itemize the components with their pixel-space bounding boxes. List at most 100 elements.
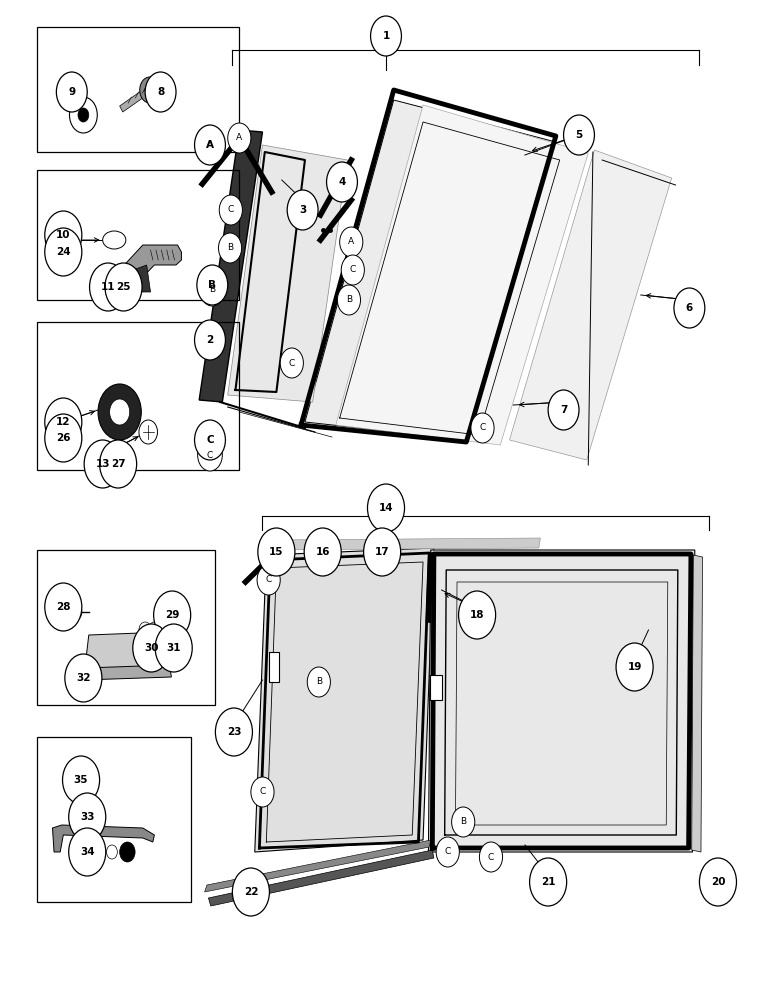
Circle shape: [616, 643, 653, 691]
Bar: [37, 27, 239, 152]
Circle shape: [90, 263, 127, 311]
Text: B: B: [346, 296, 352, 304]
Circle shape: [218, 233, 242, 263]
Text: B: B: [208, 280, 216, 290]
Circle shape: [251, 777, 274, 807]
Circle shape: [280, 348, 303, 378]
Circle shape: [258, 528, 295, 576]
Circle shape: [45, 414, 82, 462]
Circle shape: [337, 285, 361, 315]
Text: A: A: [236, 133, 242, 142]
Text: 15: 15: [269, 547, 283, 557]
Circle shape: [228, 123, 251, 153]
Circle shape: [699, 858, 736, 906]
Circle shape: [45, 398, 82, 446]
Text: 18: 18: [470, 610, 484, 620]
Circle shape: [195, 320, 225, 360]
Circle shape: [100, 440, 137, 488]
Ellipse shape: [103, 231, 126, 249]
Circle shape: [45, 583, 82, 631]
Polygon shape: [52, 825, 154, 852]
Circle shape: [479, 842, 503, 872]
Text: 26: 26: [56, 433, 70, 443]
Text: B: B: [460, 818, 466, 826]
Text: C: C: [266, 576, 272, 584]
Circle shape: [364, 528, 401, 576]
Polygon shape: [130, 265, 151, 292]
Text: C: C: [259, 788, 266, 796]
Circle shape: [307, 667, 330, 697]
Text: 4: 4: [338, 177, 346, 187]
Text: C: C: [479, 424, 486, 432]
Circle shape: [65, 654, 102, 702]
Text: 14: 14: [379, 503, 393, 513]
Text: 29: 29: [165, 610, 179, 620]
Polygon shape: [85, 632, 170, 668]
Circle shape: [98, 384, 141, 440]
Text: 3: 3: [299, 205, 306, 215]
Polygon shape: [83, 658, 171, 680]
Circle shape: [69, 828, 106, 876]
Text: 35: 35: [74, 775, 88, 785]
Circle shape: [340, 227, 363, 257]
Circle shape: [107, 845, 117, 859]
Circle shape: [195, 420, 225, 460]
Polygon shape: [205, 840, 431, 892]
Circle shape: [674, 288, 705, 328]
Circle shape: [84, 440, 121, 488]
Circle shape: [69, 604, 82, 620]
Polygon shape: [305, 100, 556, 440]
Circle shape: [198, 129, 222, 161]
Circle shape: [459, 591, 496, 639]
Circle shape: [110, 399, 130, 425]
Text: 31: 31: [167, 643, 181, 653]
Text: 16: 16: [316, 547, 330, 557]
Polygon shape: [120, 245, 181, 285]
Text: 22: 22: [244, 887, 258, 897]
Circle shape: [341, 255, 364, 285]
Text: A: A: [206, 140, 214, 150]
Text: C: C: [445, 848, 451, 856]
Text: C: C: [350, 265, 356, 274]
Circle shape: [257, 565, 280, 595]
Text: 9: 9: [68, 87, 76, 97]
Text: 33: 33: [80, 812, 94, 822]
Text: 7: 7: [560, 405, 567, 415]
Polygon shape: [120, 86, 151, 112]
Polygon shape: [208, 850, 434, 906]
Text: 10: 10: [56, 230, 70, 240]
Text: 34: 34: [80, 847, 94, 857]
Text: C: C: [207, 450, 213, 460]
Circle shape: [63, 756, 100, 804]
Polygon shape: [199, 130, 262, 402]
Circle shape: [45, 211, 82, 259]
Polygon shape: [228, 145, 347, 402]
Circle shape: [155, 624, 192, 672]
Text: A: A: [207, 140, 213, 149]
Polygon shape: [269, 538, 540, 550]
Text: 19: 19: [628, 662, 642, 672]
Text: 8: 8: [157, 87, 164, 97]
Circle shape: [69, 793, 106, 841]
Text: 12: 12: [56, 417, 70, 427]
Circle shape: [548, 390, 579, 430]
Bar: [37, 550, 215, 705]
Circle shape: [198, 439, 222, 471]
Circle shape: [154, 591, 191, 639]
Text: 6: 6: [686, 303, 693, 313]
Text: B: B: [227, 243, 233, 252]
Text: 32: 32: [76, 673, 90, 683]
Text: 25: 25: [117, 282, 130, 292]
Text: 30: 30: [144, 643, 158, 653]
Bar: [37, 737, 191, 902]
Text: 23: 23: [227, 727, 241, 737]
Circle shape: [133, 624, 170, 672]
Text: B: B: [316, 678, 322, 686]
Text: C: C: [228, 206, 234, 215]
Text: 21: 21: [541, 877, 555, 887]
Circle shape: [367, 484, 405, 532]
Circle shape: [215, 708, 252, 756]
Polygon shape: [510, 150, 672, 460]
Circle shape: [139, 420, 157, 444]
Circle shape: [232, 868, 269, 916]
